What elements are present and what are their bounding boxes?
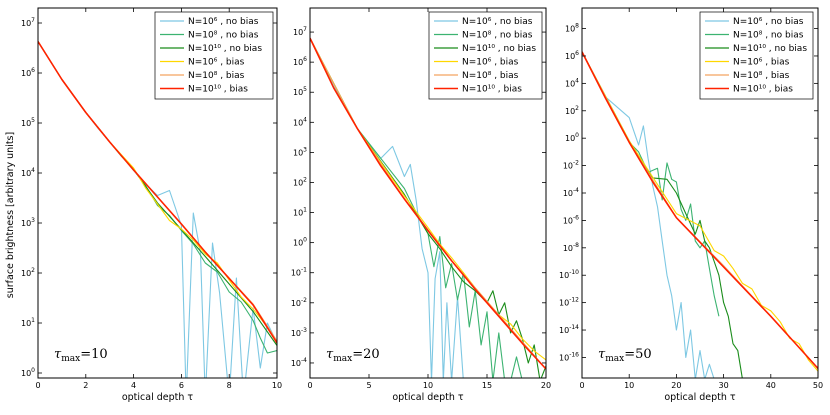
panel-tau-max-10: 0 2 4 6 8 10 100 101 102 103 104 105 106 107 optical d… <box>21 7 282 403</box>
series-group <box>582 51 818 378</box>
y-tick-label: 10-12 <box>559 297 579 308</box>
series-line-6 <box>38 41 277 344</box>
x-tick-label: 4 <box>131 381 136 390</box>
y-tick-label: 101 <box>293 207 307 218</box>
legend-entry: N=10⁶ , bias <box>733 58 790 68</box>
y-tick-label: 10-16 <box>559 351 579 362</box>
y-tick-label: 102 <box>21 267 35 278</box>
y-tick-label: 102 <box>565 105 579 116</box>
legend-entry: N=10⁶ , bias <box>462 58 519 68</box>
y-tick-label: 100 <box>21 367 35 378</box>
legend-entry: N=10¹⁰ , no bias <box>733 44 807 54</box>
x-axis-label: optical depth τ <box>664 392 736 403</box>
series-group <box>38 41 277 378</box>
tau-max-annotation: τmax=10 <box>54 347 108 364</box>
x-tick-label: 8 <box>227 381 232 390</box>
legend-box <box>428 11 543 100</box>
y-tick-label: 104 <box>293 116 307 127</box>
series-line-3 <box>310 37 546 378</box>
y-tick-label: 103 <box>293 146 307 157</box>
y-tick-label: 104 <box>565 77 579 88</box>
x-tick-label: 6 <box>179 381 184 390</box>
y-tick-label: 10-14 <box>559 324 579 335</box>
x-tick-label: 0 <box>579 381 584 390</box>
legend-entry: N=10⁸ , no bias <box>462 31 533 41</box>
legend-entry: N=10⁸ , no bias <box>188 31 259 41</box>
x-tick-label: 0 <box>35 381 40 390</box>
legend-entry: N=10⁶ , no bias <box>733 17 804 27</box>
y-tick-label: 107 <box>21 17 35 28</box>
y-tick-label: 102 <box>293 176 307 187</box>
legend: N=10⁶ , no bias N=10⁸ , no bias N=10¹⁰ , n… <box>428 11 543 100</box>
y-tick-label: 10-4 <box>563 187 579 198</box>
legend: N=10⁶ , no bias N=10⁸ , no bias N=10¹⁰ , n… <box>699 11 814 100</box>
legend-entry: N=10¹⁰ , no bias <box>188 44 262 54</box>
legend-entry: N=10¹⁰ , no bias <box>462 44 536 54</box>
panel-tau-max-20: 0 5 10 15 20 10-4 10-3 10-2 10-1 100 101 102 103 104 1… <box>291 7 551 403</box>
plot-frame <box>37 7 278 379</box>
series-line-6 <box>310 37 546 370</box>
y-axis-label: surface brightness [arbitrary units] <box>5 132 16 298</box>
x-axis-label: optical depth τ <box>122 392 194 403</box>
x-tick-label: 2 <box>83 381 88 390</box>
x-tick-label: 5 <box>366 381 371 390</box>
legend-entry: N=10¹⁰ , bias <box>188 85 248 95</box>
y-tick-label: 107 <box>293 26 307 37</box>
x-tick-label: 50 <box>813 381 823 390</box>
legend-box <box>154 11 274 100</box>
y-tick-label: 10-4 <box>291 357 307 368</box>
x-tick-label: 40 <box>766 381 776 390</box>
y-tick-label: 10-2 <box>563 160 579 171</box>
legend-box <box>699 11 814 100</box>
legend-entry: N=10¹⁰ , bias <box>733 85 793 95</box>
y-tick-label: 108 <box>565 23 579 34</box>
tau-max-annotation: τmax=20 <box>326 347 380 364</box>
legend-entry: N=10⁶ , bias <box>188 58 245 68</box>
y-tick-label: 10-10 <box>559 269 579 280</box>
y-tick-label: 106 <box>293 56 307 67</box>
y-tick-label: 101 <box>21 317 35 328</box>
y-tick-label: 10-8 <box>563 242 579 253</box>
series-line-1 <box>582 51 715 378</box>
y-tick-label: 100 <box>565 132 579 143</box>
series-line-3 <box>582 51 743 378</box>
legend: N=10⁶ , no bias N=10⁸ , no bias N=10¹⁰ , n… <box>154 11 274 100</box>
x-axis-label: optical depth τ <box>392 392 464 403</box>
legend-entry: N=10¹⁰ , bias <box>462 85 522 95</box>
y-tick-label: 103 <box>21 217 35 228</box>
x-tick-label: 15 <box>482 381 492 390</box>
series-line-4 <box>582 51 818 372</box>
series-group <box>310 37 546 378</box>
y-tick-label: 10-1 <box>291 267 307 278</box>
x-tick-label: 20 <box>541 381 551 390</box>
legend-entry: N=10⁶ , no bias <box>188 17 259 27</box>
y-tick-label: 106 <box>21 67 35 78</box>
y-tick-label: 10-6 <box>563 214 579 225</box>
x-tick-label: 30 <box>719 381 729 390</box>
panel-tau-max-50: 0 10 20 30 40 50 10-16 10-14 10-12 10-10 10-8 10-6 1… <box>559 7 823 403</box>
y-tick-label: 10-3 <box>291 327 307 338</box>
y-tick-label: 10-2 <box>291 297 307 308</box>
y-tick-label: 100 <box>293 237 307 248</box>
y-tick-label: 104 <box>21 167 35 178</box>
legend-entry: N=10⁸ , bias <box>462 71 519 81</box>
legend-entry: N=10⁸ , bias <box>188 71 245 81</box>
x-tick-label: 20 <box>671 381 681 390</box>
legend-entry: N=10⁶ , no bias <box>462 17 533 27</box>
series-line-5 <box>582 51 818 369</box>
y-tick-label: 106 <box>565 50 579 61</box>
series-line-6 <box>582 51 818 369</box>
x-tick-label: 10 <box>272 381 282 390</box>
legend-entry: N=10⁸ , no bias <box>733 31 804 41</box>
x-tick-label: 10 <box>624 381 634 390</box>
tau-max-annotation: τmax=50 <box>598 347 652 364</box>
y-tick-label: 105 <box>21 117 35 128</box>
y-tick-label: 105 <box>293 86 307 97</box>
x-tick-label: 0 <box>307 381 312 390</box>
legend-entry: N=10⁸ , bias <box>733 71 790 81</box>
x-tick-label: 10 <box>423 381 433 390</box>
